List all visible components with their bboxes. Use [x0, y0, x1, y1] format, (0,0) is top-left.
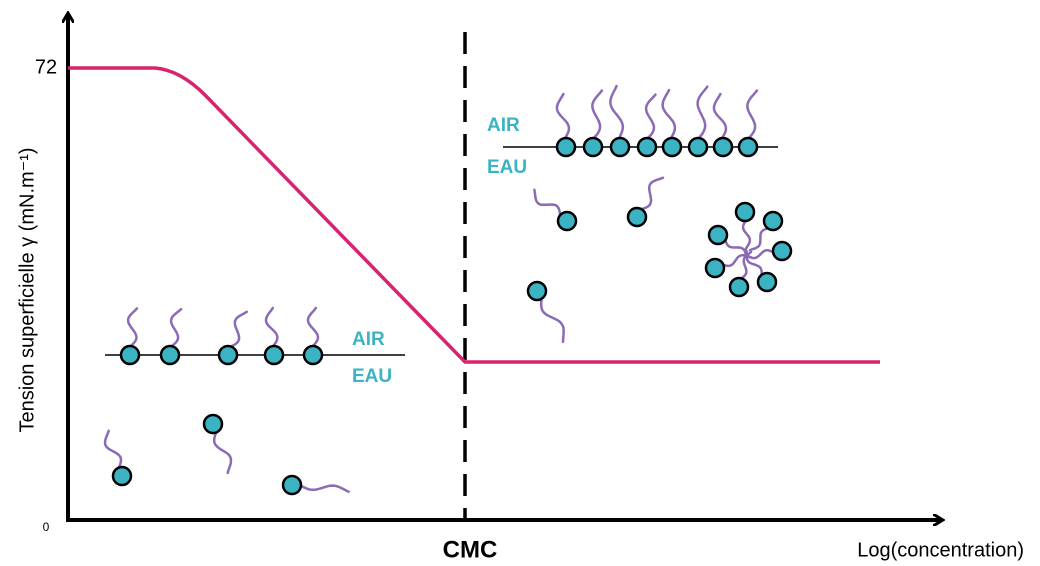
head	[582, 136, 604, 158]
head	[217, 344, 239, 366]
y-axis-label: Tension superficielle γ (mN.m⁻¹)	[16, 147, 38, 432]
tail	[640, 176, 665, 211]
tail	[661, 88, 677, 140]
head	[263, 344, 285, 366]
tail	[126, 307, 139, 348]
tail	[591, 89, 604, 140]
head	[202, 413, 224, 435]
head	[712, 136, 734, 158]
head	[734, 201, 756, 223]
tail	[644, 93, 657, 140]
head	[707, 224, 729, 246]
head	[762, 210, 784, 232]
tail	[533, 188, 562, 217]
cmc-label: CMC	[443, 536, 498, 563]
molecules	[103, 84, 793, 496]
head	[556, 210, 578, 232]
tension-curve	[68, 66, 880, 364]
tail	[696, 85, 709, 140]
tail	[103, 429, 123, 469]
tail	[264, 306, 279, 348]
x-axis-label: Log(concentration)	[857, 539, 1024, 561]
tail	[539, 297, 565, 344]
head	[609, 136, 631, 158]
tail	[712, 92, 728, 140]
origin-label: 0	[43, 520, 50, 534]
head	[626, 206, 648, 228]
water-label: EAU	[487, 157, 527, 178]
head	[119, 344, 141, 366]
head	[111, 465, 133, 487]
tail	[722, 253, 752, 268]
tail	[741, 219, 752, 251]
tail	[169, 307, 183, 348]
head	[555, 136, 577, 158]
head	[704, 257, 726, 279]
tail	[746, 89, 759, 140]
head	[281, 474, 303, 496]
water-label: EAU	[352, 366, 392, 387]
head	[687, 136, 709, 158]
head	[636, 136, 658, 158]
air-label: AIR	[352, 329, 385, 350]
tail	[299, 484, 350, 493]
y-top-label: 72	[35, 56, 57, 78]
tail	[555, 92, 571, 140]
head	[526, 280, 548, 302]
head	[302, 344, 324, 366]
head	[756, 271, 778, 293]
tail	[609, 84, 625, 140]
head	[661, 136, 683, 158]
tail	[212, 431, 233, 475]
head	[737, 136, 759, 158]
tail	[306, 306, 320, 348]
tail	[724, 238, 749, 259]
tail	[229, 310, 249, 348]
head	[771, 240, 793, 262]
air-label: AIR	[487, 115, 520, 136]
head	[728, 276, 750, 298]
head	[159, 344, 181, 366]
tail	[748, 227, 770, 252]
